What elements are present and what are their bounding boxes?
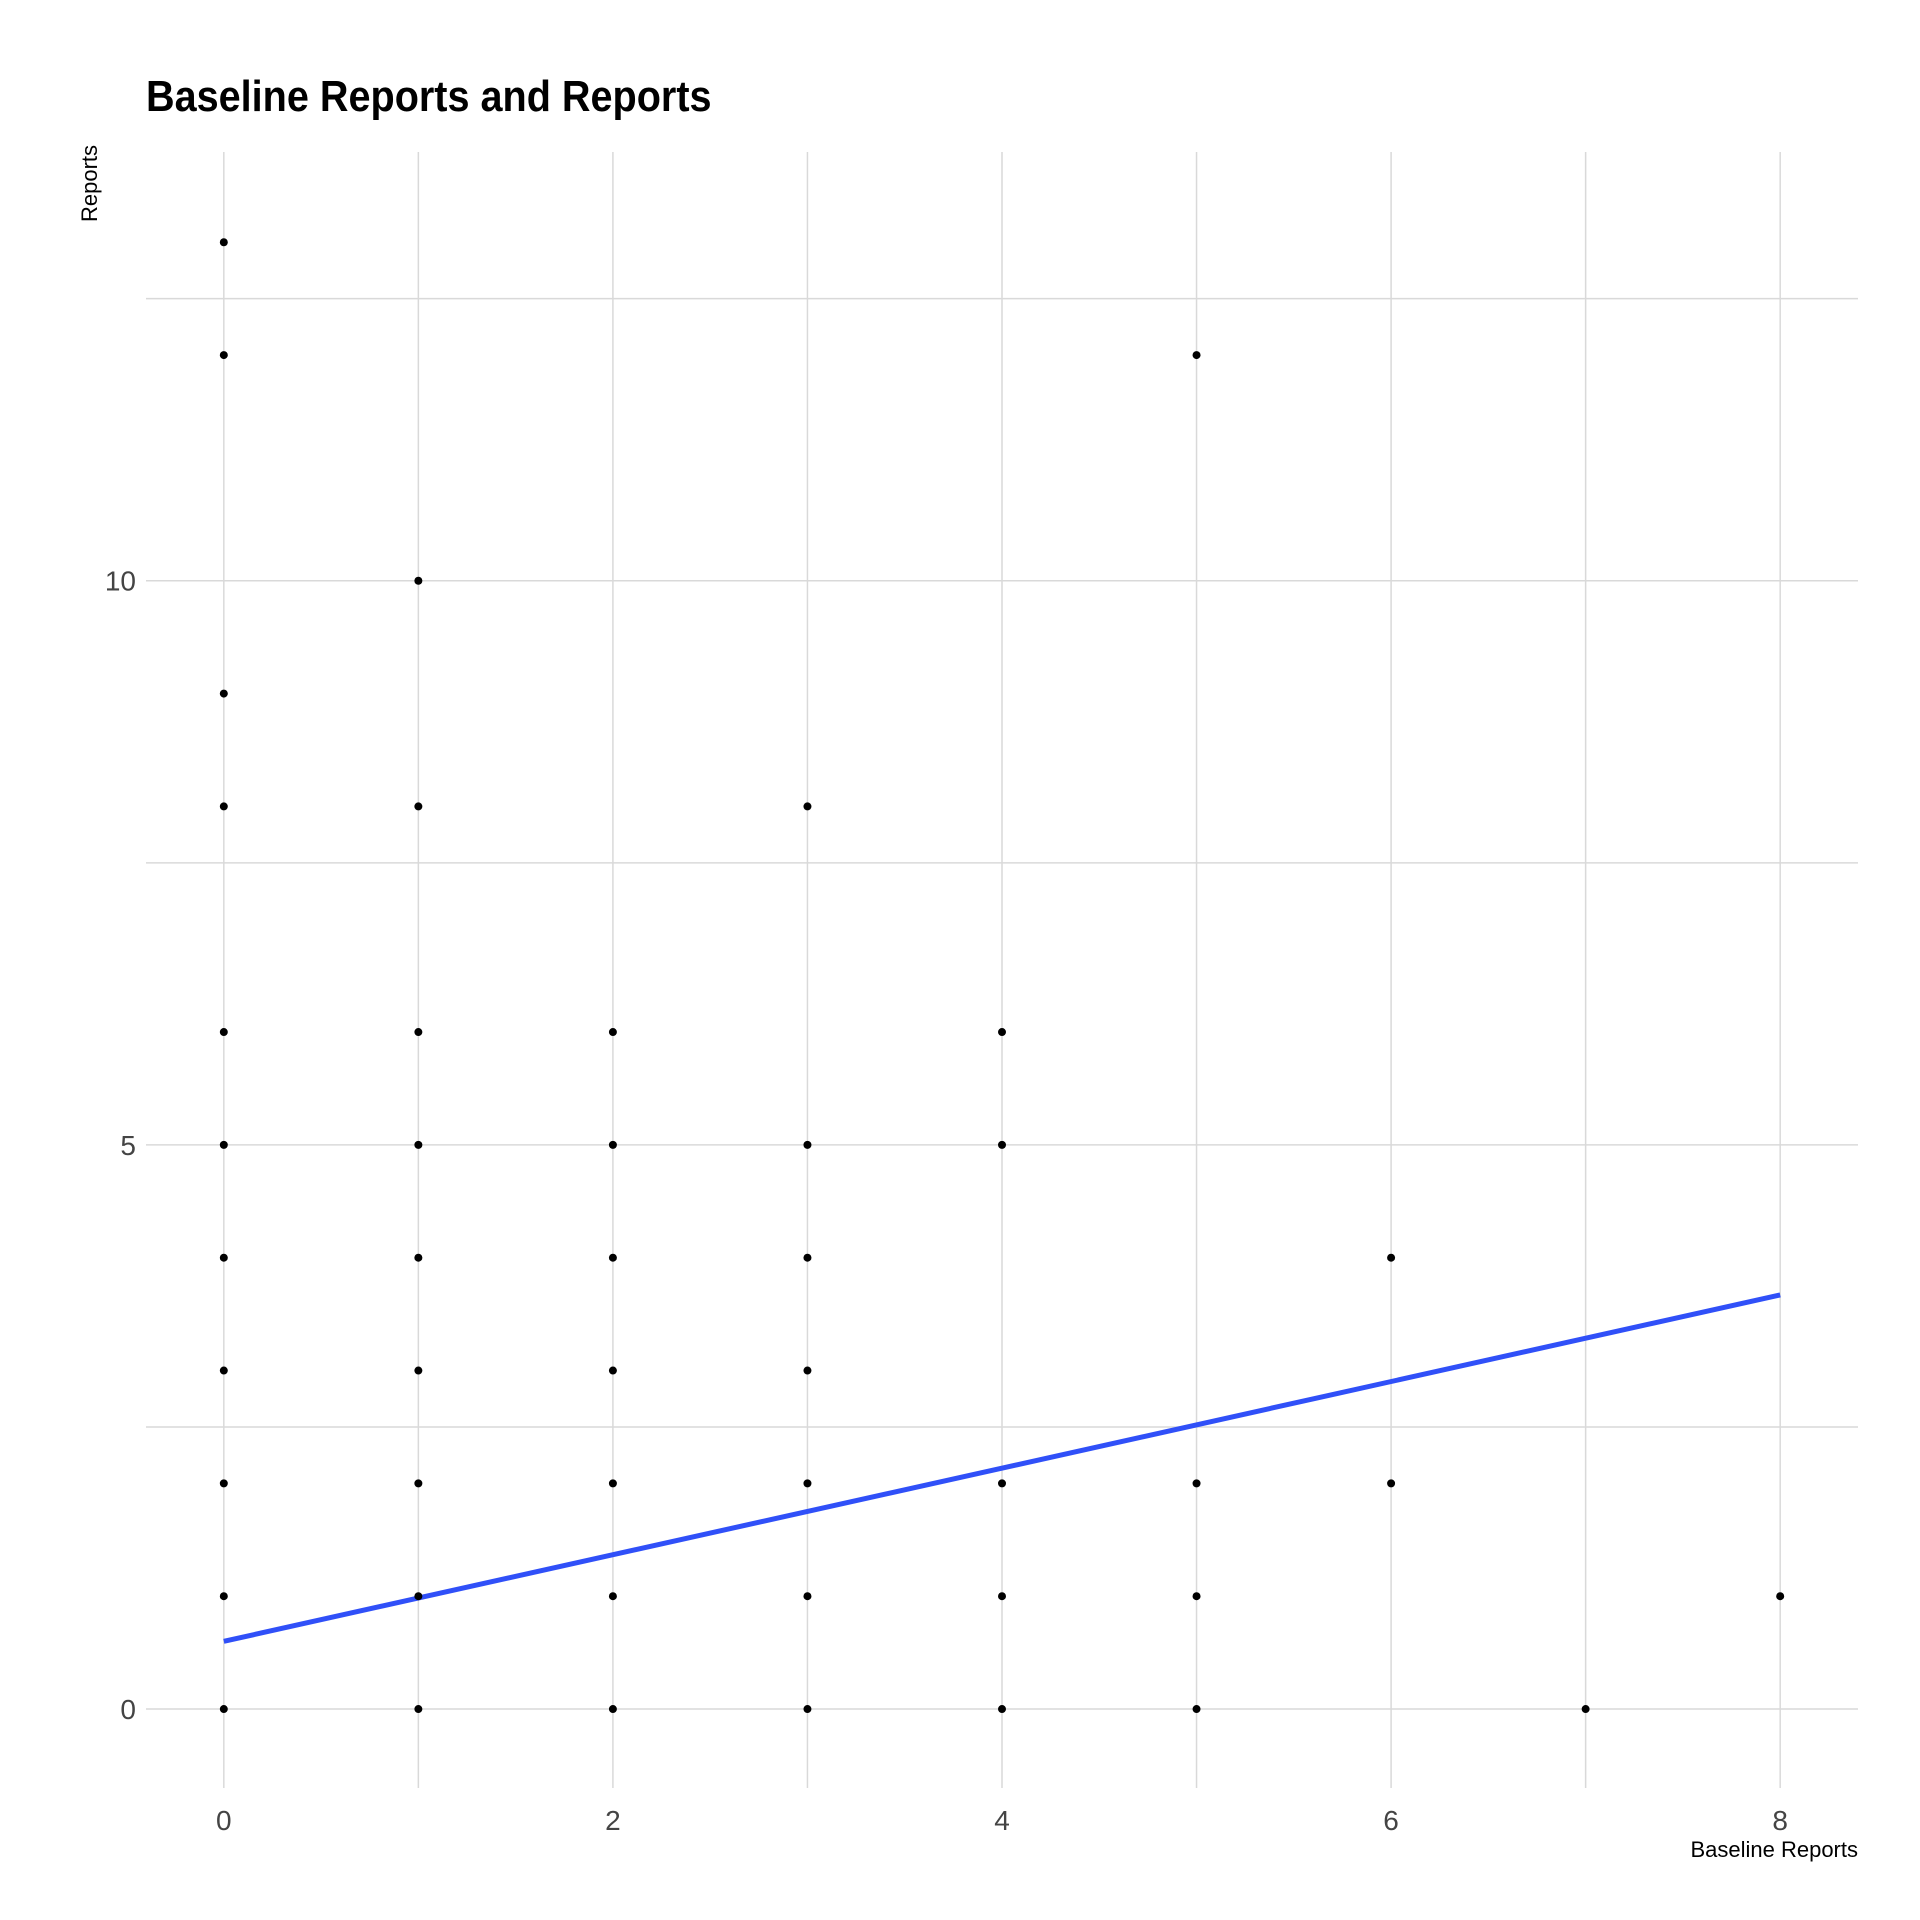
y-axis-title: Reports [77,145,102,222]
data-point [1776,1592,1785,1601]
data-point [608,1366,617,1375]
chart-title: Baseline Reports and Reports [146,72,712,121]
data-point [414,1479,423,1488]
data-point [608,1140,617,1149]
x-tick-label: 6 [1383,1805,1399,1836]
data-point [998,1140,1006,1149]
data-point [803,1366,812,1375]
data-point [608,1479,617,1488]
data-point [414,1705,423,1714]
data-point [414,802,423,811]
data-point [803,1479,812,1488]
x-axis-title: Baseline Reports [1690,1837,1858,1862]
data-point [1387,1253,1396,1262]
data-point [608,1253,617,1262]
trend-line [223,1292,1781,1644]
data-point [1581,1705,1590,1714]
data-point [414,1140,423,1149]
data-point [414,1028,423,1037]
data-point [998,1028,1006,1037]
x-tick-label: 2 [605,1805,621,1836]
data-point [803,1592,812,1601]
data-point [414,576,423,585]
data-point [219,1028,228,1037]
data-point [998,1592,1006,1601]
data-point [414,1366,423,1375]
data-point [1387,1479,1396,1488]
data-point [608,1592,617,1601]
data-point [219,1705,228,1714]
data-point [219,689,228,698]
data-point [414,1592,423,1601]
data-point [1192,351,1201,360]
x-tick-label: 8 [1772,1805,1788,1836]
trend-line-layer [223,1292,1781,1644]
data-point [219,1140,228,1149]
data-point [1192,1479,1201,1488]
data-point [219,1479,228,1488]
y-tick-label: 0 [120,1694,136,1725]
data-point [219,1366,228,1375]
x-tick-label: 0 [216,1805,232,1836]
data-point [803,802,812,811]
data-point [414,1253,423,1262]
grid-lines [146,152,1858,1788]
data-point [998,1479,1006,1488]
data-point [803,1140,812,1149]
data-point [1192,1592,1201,1601]
y-tick-label: 5 [120,1130,136,1161]
data-point [219,1592,228,1601]
data-point [219,238,228,247]
tick-labels: 0 2 4 6 8 0 5 10 [105,566,1788,1836]
data-point [219,351,228,360]
data-point [803,1253,812,1262]
data-point [219,1253,228,1262]
data-points [219,238,1785,1714]
y-tick-label: 10 [105,566,136,597]
data-point [1192,1705,1201,1714]
x-tick-label: 4 [994,1805,1010,1836]
data-point [219,802,228,811]
data-point [803,1705,812,1714]
data-point [608,1028,617,1037]
data-point [998,1705,1006,1714]
data-point [608,1705,617,1714]
